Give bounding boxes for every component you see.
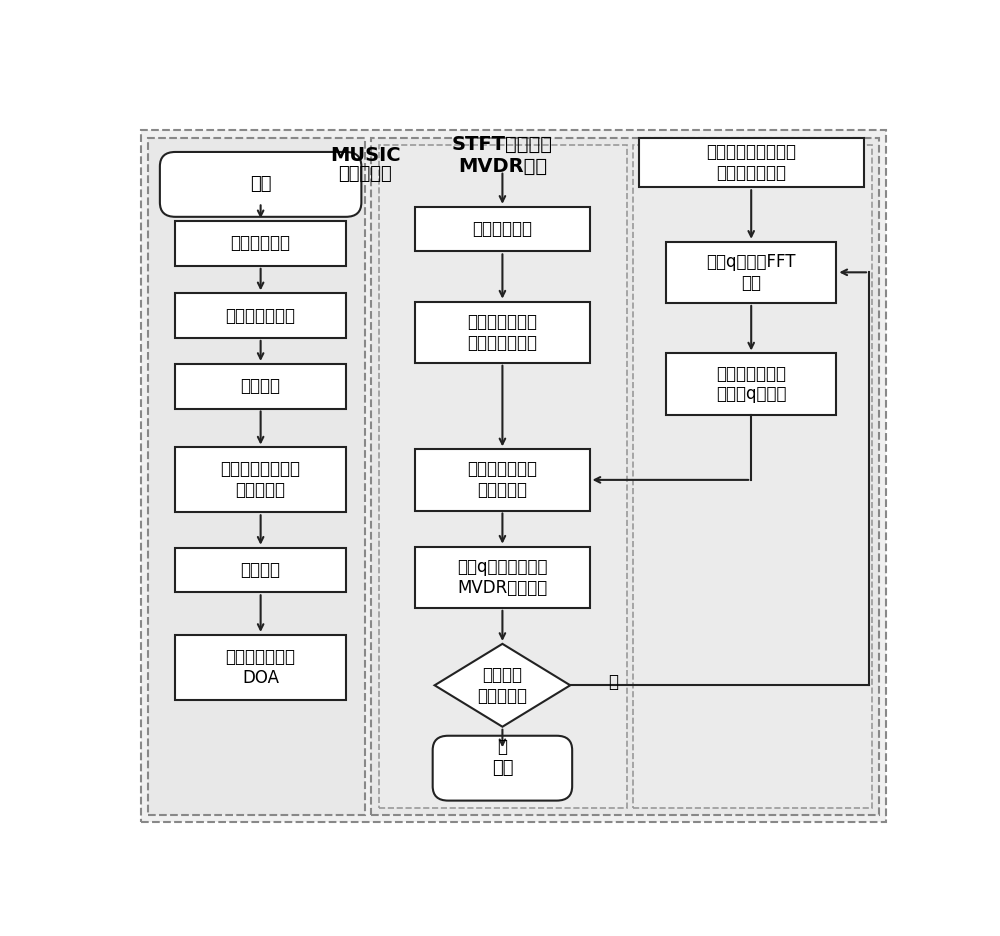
FancyBboxPatch shape bbox=[415, 207, 590, 252]
Text: MUSIC: MUSIC bbox=[330, 146, 401, 165]
Text: 对每个频域子带
做波束形成: 对每个频域子带 做波束形成 bbox=[467, 461, 537, 499]
FancyBboxPatch shape bbox=[379, 145, 627, 808]
Text: 频域子带分解: 频域子带分解 bbox=[472, 220, 532, 238]
FancyBboxPatch shape bbox=[160, 152, 361, 217]
FancyBboxPatch shape bbox=[175, 293, 346, 338]
FancyBboxPatch shape bbox=[666, 354, 836, 415]
FancyBboxPatch shape bbox=[175, 364, 346, 408]
Text: 构建输入信号: 构建输入信号 bbox=[231, 235, 291, 253]
Text: 找出峰值对应的
DOA: 找出峰值对应的 DOA bbox=[226, 648, 296, 687]
Text: STFT结合宽带
MVDR算法: STFT结合宽带 MVDR算法 bbox=[452, 135, 553, 176]
Text: 结束: 结束 bbox=[492, 759, 513, 777]
Text: 开始: 开始 bbox=[250, 175, 271, 194]
FancyBboxPatch shape bbox=[175, 447, 346, 512]
FancyBboxPatch shape bbox=[415, 301, 590, 363]
FancyBboxPatch shape bbox=[175, 221, 346, 266]
FancyBboxPatch shape bbox=[415, 449, 590, 510]
Text: 峰值搜索: 峰值搜索 bbox=[241, 561, 281, 579]
FancyBboxPatch shape bbox=[639, 139, 864, 187]
FancyBboxPatch shape bbox=[433, 736, 572, 800]
FancyBboxPatch shape bbox=[175, 635, 346, 700]
FancyBboxPatch shape bbox=[140, 130, 886, 822]
Polygon shape bbox=[435, 644, 570, 726]
Text: 对每个天线接收数据
进行时域帧划分: 对每个天线接收数据 进行时域帧划分 bbox=[706, 143, 796, 183]
Text: 计算各子带上各
天线单元的权值: 计算各子带上各 天线单元的权值 bbox=[467, 313, 537, 352]
Text: 计算协方差矩阵: 计算协方差矩阵 bbox=[226, 307, 296, 325]
Text: 判断是否
是最后一帧: 判断是否 是最后一帧 bbox=[477, 665, 527, 705]
Text: 输出每个天线单
元的第q帧频谱: 输出每个天线单 元的第q帧频谱 bbox=[716, 365, 786, 403]
FancyBboxPatch shape bbox=[666, 241, 836, 303]
Text: 对第q帧输出做宽带
MVDR波束形成: 对第q帧输出做宽带 MVDR波束形成 bbox=[457, 558, 548, 596]
Text: 空间谱估计: 空间谱估计 bbox=[338, 165, 392, 183]
FancyBboxPatch shape bbox=[175, 548, 346, 592]
FancyBboxPatch shape bbox=[633, 145, 872, 808]
Text: 是: 是 bbox=[497, 738, 507, 756]
Text: 对第q帧进行FFT
运算: 对第q帧进行FFT 运算 bbox=[706, 253, 796, 292]
Text: 划分信号子空间和
噪声子空间: 划分信号子空间和 噪声子空间 bbox=[221, 461, 301, 499]
Text: 否: 否 bbox=[608, 673, 618, 691]
FancyBboxPatch shape bbox=[371, 138, 879, 815]
Text: 矩阵分解: 矩阵分解 bbox=[241, 377, 281, 395]
FancyBboxPatch shape bbox=[415, 547, 590, 607]
FancyBboxPatch shape bbox=[148, 138, 365, 815]
